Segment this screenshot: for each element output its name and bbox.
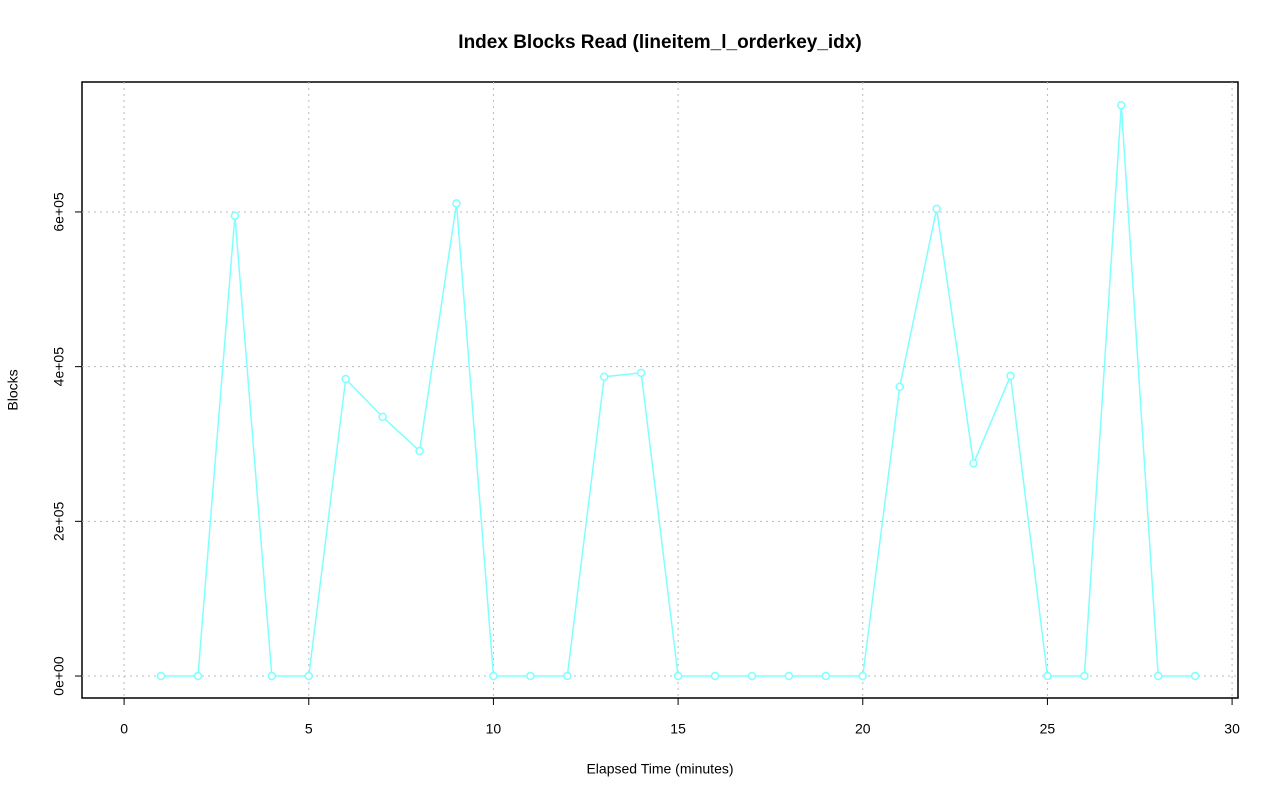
data-point: [304, 671, 314, 681]
data-point: [1190, 671, 1200, 681]
y-tick-label: 0e+00: [51, 656, 67, 696]
data-point: [415, 446, 424, 456]
data-point: [378, 412, 387, 422]
y-tick-label: 4e+05: [51, 347, 67, 387]
data-point: [193, 671, 203, 681]
data-point: [156, 671, 166, 681]
data-point: [784, 671, 794, 681]
data-point: [747, 671, 757, 681]
data-point: [673, 671, 683, 681]
x-tick-label: 10: [486, 721, 502, 737]
y-axis-title: Blocks: [5, 369, 21, 410]
data-point: [489, 671, 498, 681]
data-point: [563, 671, 572, 681]
x-tick-label: 30: [1224, 721, 1240, 737]
data-point: [1153, 671, 1163, 681]
data-point: [1080, 671, 1089, 681]
plot-frame: [81, 81, 1239, 699]
data-point: [341, 374, 350, 384]
data-point: [1006, 371, 1015, 381]
data-point: [452, 199, 461, 208]
x-tick-label: 0: [120, 721, 128, 737]
x-tick-label: 15: [670, 721, 686, 737]
data-point: [1043, 671, 1052, 681]
data-point: [858, 671, 868, 681]
data-point: [969, 459, 978, 468]
data-point: [821, 671, 831, 681]
x-tick-label: 25: [1040, 721, 1056, 737]
y-tick-label: 2e+05: [51, 501, 67, 541]
chart-title: Index Blocks Read (lineitem_l_orderkey_i…: [458, 32, 861, 53]
data-point: [895, 382, 904, 392]
data-point: [230, 211, 240, 221]
data-point: [267, 671, 277, 681]
x-axis-title: Elapsed Time (minutes): [586, 761, 733, 777]
x-tick-label: 20: [855, 721, 871, 737]
data-point: [932, 204, 941, 214]
data-point: [710, 671, 720, 681]
data-point: [636, 368, 646, 378]
data-point: [599, 372, 609, 381]
x-tick-label: 5: [305, 721, 313, 737]
y-tick-label: 6e+05: [51, 192, 67, 232]
data-point: [526, 671, 535, 681]
data-point: [1117, 100, 1126, 110]
